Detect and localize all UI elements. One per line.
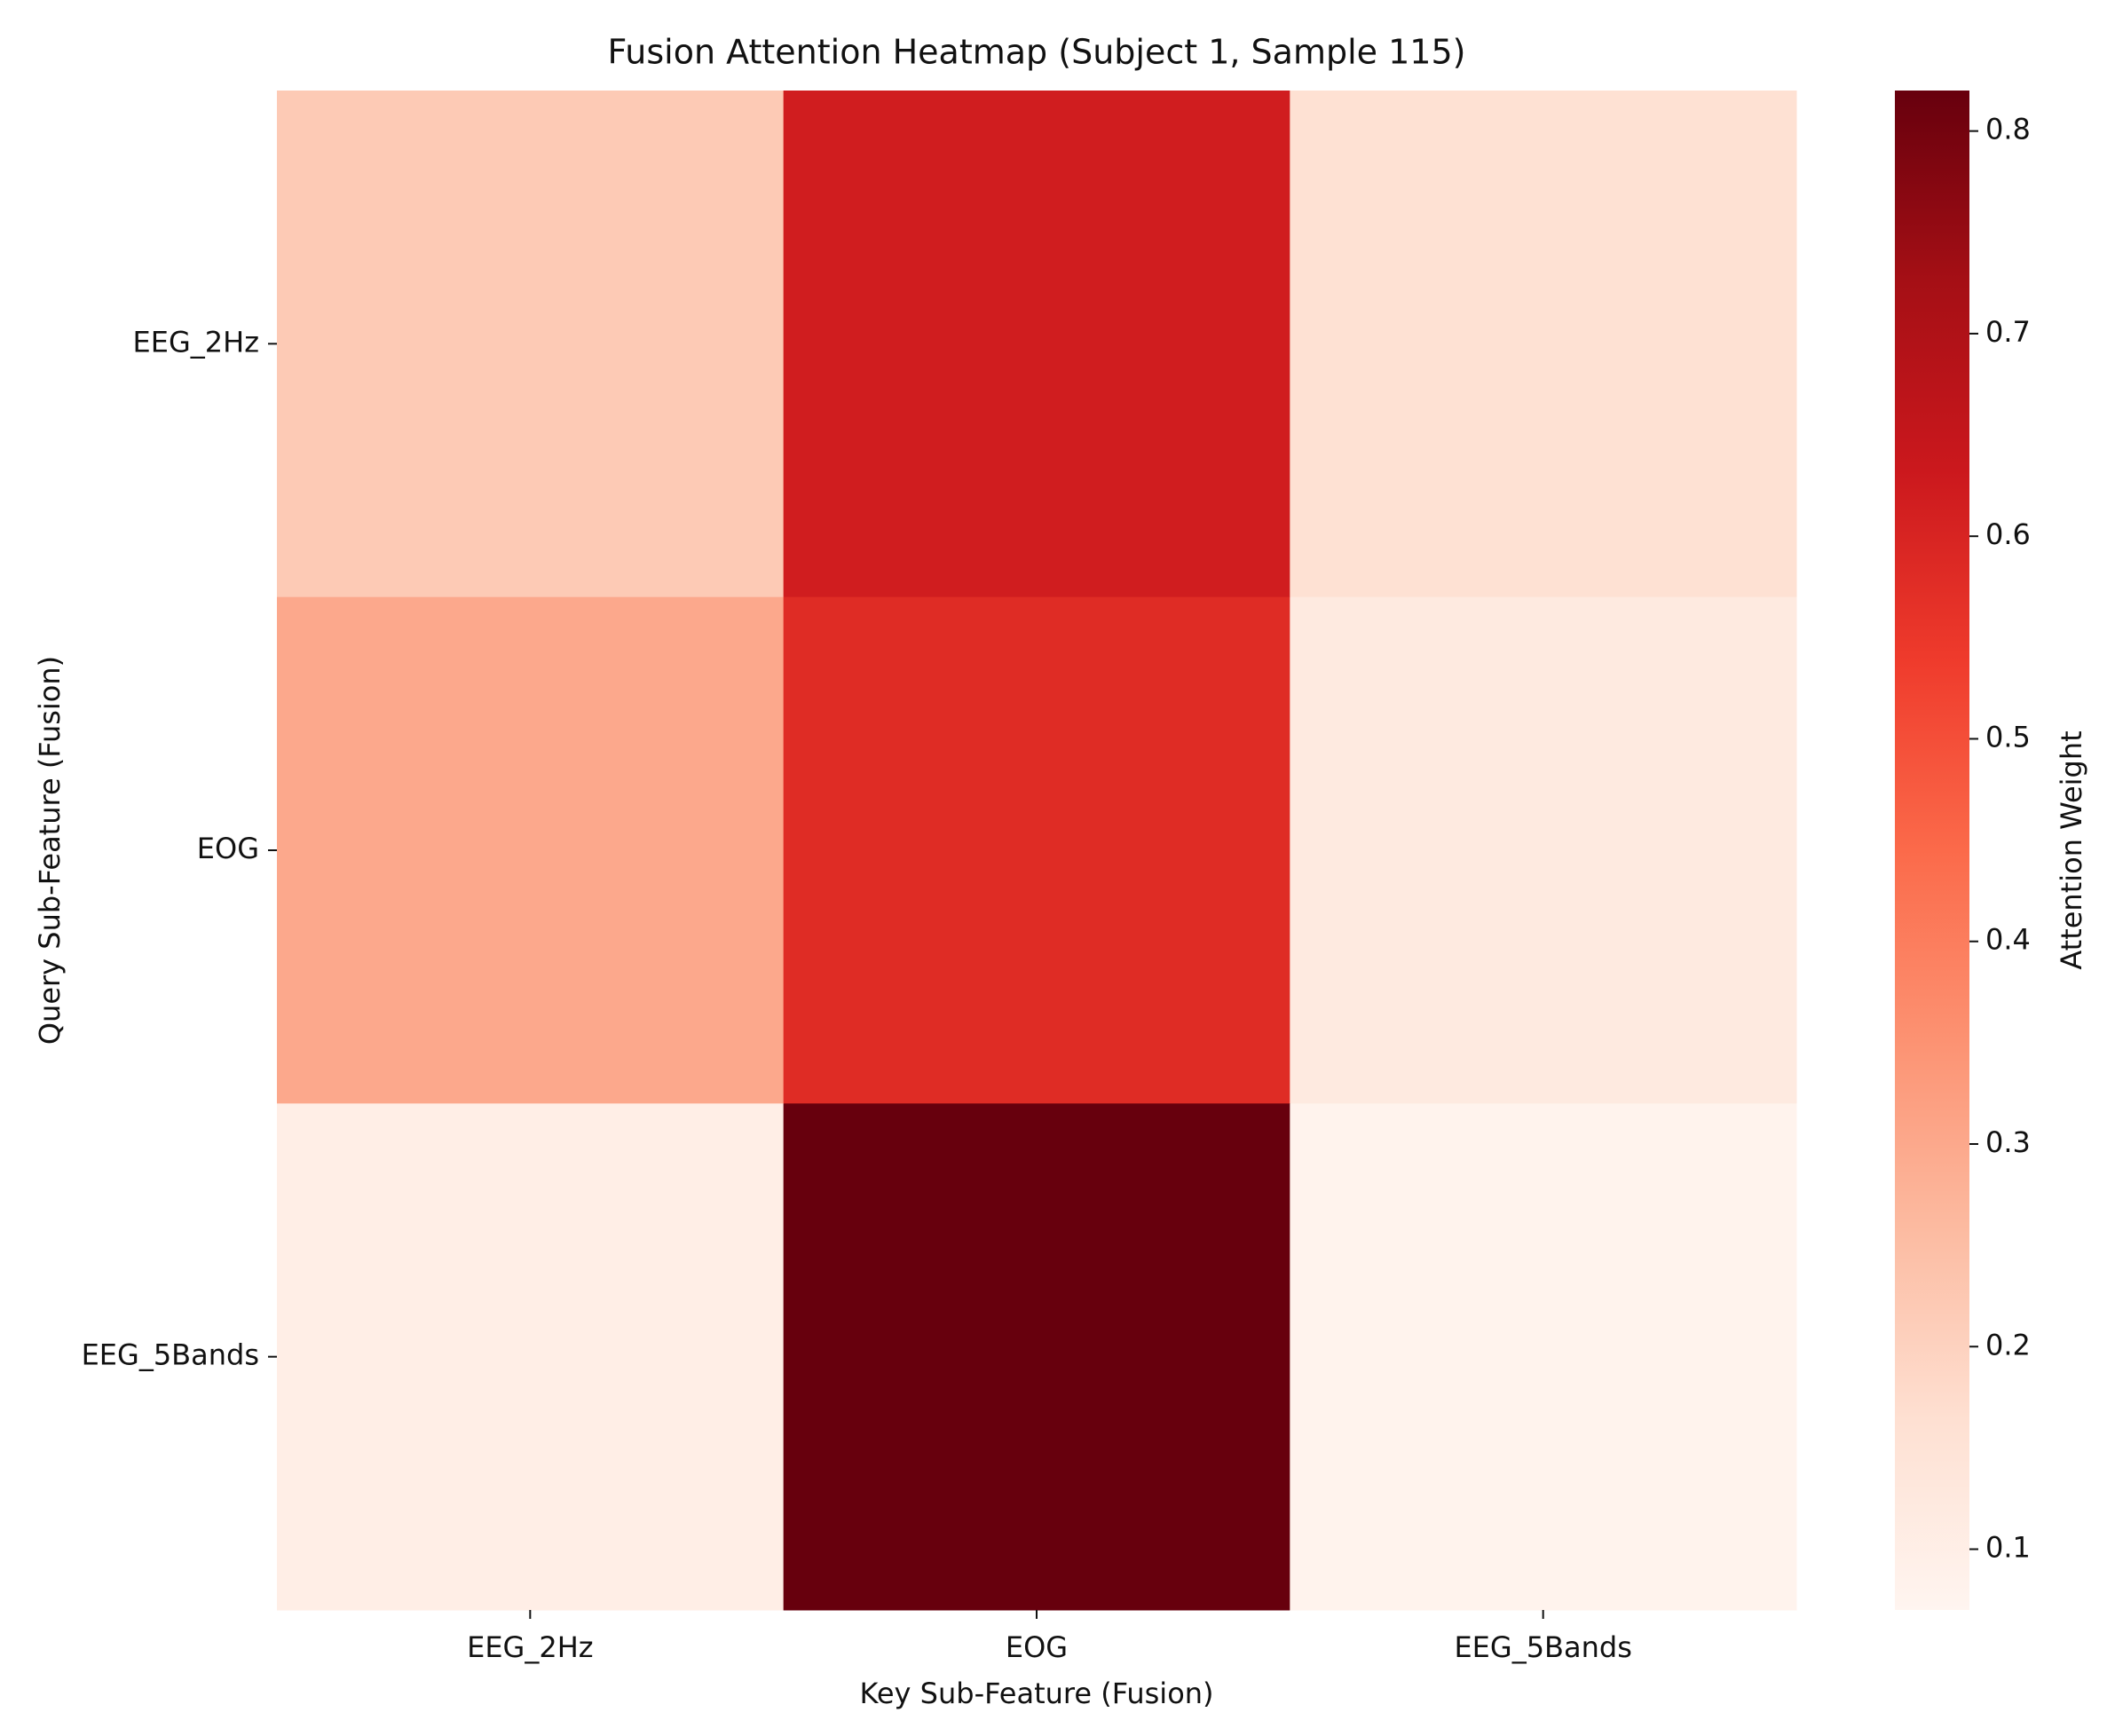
y-tick-label: EEG_2Hz xyxy=(133,325,259,359)
chart-title: Fusion Attention Heatmap (Subject 1, Sam… xyxy=(608,33,1466,72)
heatmap-cell xyxy=(277,1103,785,1611)
colorbar-tick-label: 0.8 xyxy=(1985,113,2031,146)
y-tick-label: EEG_5Bands xyxy=(82,1338,259,1372)
colorbar-tick-label: 0.3 xyxy=(1985,1125,2031,1159)
heatmap-cell xyxy=(277,596,785,1104)
y-tick-label: EOG xyxy=(197,832,259,865)
x-axis-label: Key Sub-Feature (Fusion) xyxy=(859,1677,1213,1710)
colorbar-tick-label: 0.4 xyxy=(1985,923,2031,957)
heatmap-cell xyxy=(1290,1103,1797,1611)
colorbar-tick-label: 0.5 xyxy=(1985,720,2031,754)
colorbar-tick-label: 0.1 xyxy=(1985,1531,2031,1565)
colorbar-label: Attention Weight xyxy=(2055,730,2088,969)
y-axis-label: Query Sub-Feature (Fusion) xyxy=(33,656,67,1045)
x-tick-label: EEG_2Hz xyxy=(467,1630,593,1664)
heatmap-cell xyxy=(783,596,1290,1104)
heatmap-cell xyxy=(1290,596,1797,1104)
x-tick-label: EEG_5Bands xyxy=(1454,1630,1631,1664)
heatmap-cell xyxy=(1290,91,1797,598)
heatmap-cell xyxy=(277,91,785,598)
colorbar-tick-label: 0.2 xyxy=(1985,1328,2031,1361)
x-tick-label: EOG xyxy=(1006,1630,1068,1664)
heatmap-cell xyxy=(783,91,1290,598)
colorbar-tick-label: 0.6 xyxy=(1985,517,2031,551)
colorbar xyxy=(1895,91,1969,1610)
heatmap-cell xyxy=(783,1103,1290,1611)
colorbar-tick-label: 0.7 xyxy=(1985,315,2031,349)
